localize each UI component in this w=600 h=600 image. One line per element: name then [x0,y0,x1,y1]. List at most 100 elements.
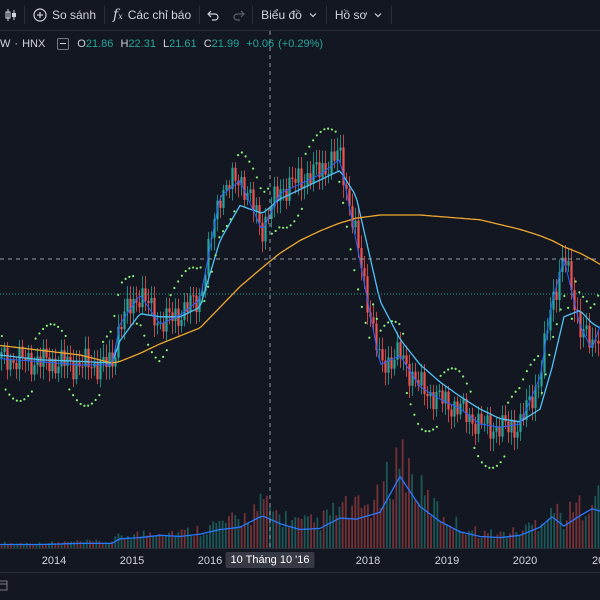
parabolic-sar-dot [563,294,566,298]
candle-body [54,358,57,374]
volume-bar [231,512,234,548]
indicators-button[interactable]: fx Các chỉ báo [105,0,199,31]
candle-body [102,357,105,361]
candle-body [36,356,39,365]
volume-bar [559,512,562,548]
candle-body [27,352,30,361]
parabolic-sar-dot [165,349,168,352]
candle-body [378,349,381,351]
volume-bar [149,532,151,548]
chart-menu-button[interactable]: Biểu đồ [253,0,326,31]
volume-bar [461,532,464,548]
parabolic-sar-dot [158,360,161,363]
volume-bar [57,542,60,548]
volume-bar [423,495,426,548]
parabolic-sar-dot [244,155,247,158]
volume-bar [54,543,57,548]
candle-body [147,300,150,304]
toolbar-divider [199,6,201,24]
time-axis-tick-label: 2014 [41,555,67,567]
volume-bar [379,508,382,548]
candle-body [501,415,504,437]
parabolic-sar-dot [304,152,307,155]
high-key: H [120,38,129,50]
parabolic-sar-dot [465,382,468,385]
volume-bar [486,533,489,548]
volume-bar [319,530,322,548]
volume-bar [218,520,221,548]
candle-body [48,357,51,372]
parabolic-sar-dot [387,321,390,324]
time-axis[interactable]: 202020201920182017201620152014 10 Tháng … [0,548,600,572]
volume-bar [98,540,101,548]
parabolic-sar-dot [23,398,26,401]
volume-bar [275,510,278,548]
parabolic-sar-dot [552,335,555,339]
volume-bar [433,497,436,548]
candle-body [126,298,129,312]
candle-body [21,346,24,358]
parabolic-sar-dot [98,393,101,397]
parabolic-sar-dot [533,358,536,361]
candle-body [555,291,558,300]
candle-body [558,272,561,300]
candle-body [297,168,300,183]
time-axis-tick-label: 2016 [197,555,223,567]
volume-bar [171,531,174,548]
volume-bar [253,504,256,548]
candle-body [279,189,282,201]
candle-body [414,371,417,380]
volume-bar [101,542,104,548]
parabolic-sar-dot [94,398,97,402]
collapse-legend-button[interactable] [57,38,70,50]
volume-bar [594,495,597,548]
parabolic-sar-dot [229,218,232,221]
compare-button[interactable]: So sánh [25,0,104,31]
volume-bar [164,535,167,548]
candle-body [531,396,534,409]
volume-bar [512,527,515,548]
candle-body [489,415,492,439]
volume-bar [322,510,325,548]
parabolic-sar-dot [578,291,581,294]
parabolic-sar-dot [109,330,112,333]
price-chart[interactable] [0,31,600,548]
close-value: 21.99 [211,38,240,50]
parabolic-sar-dot [222,230,225,233]
volume-bar [562,529,565,548]
top-toolbar: So sánh fx Các chỉ báo Biểu đồ Hồ sơ [0,0,600,31]
parabolic-sar-dot [469,390,472,393]
candle-body [198,296,201,313]
volume-bar [502,531,505,548]
candle-body [258,205,261,223]
indicators-label: Các chỉ báo [127,8,192,22]
parabolic-sar-dot [267,187,270,190]
parabolic-sar-dot [559,308,562,311]
volume-bar [509,533,511,548]
volume-bar [259,493,262,548]
candle-body [519,414,522,432]
candle-body [144,288,147,301]
volume-bar [288,527,290,548]
candle-body [492,431,495,439]
time-axis-tick-label: 20 [592,555,600,567]
candle-body [423,372,426,394]
candle-body [435,392,438,410]
profile-menu-button[interactable]: Hồ sơ [327,0,392,31]
calendar-icon[interactable] [0,579,8,591]
parabolic-sar-dot [585,300,588,303]
candle-body [168,308,171,313]
volume-bar [389,498,391,548]
candle-body [336,150,339,161]
parabolic-sar-dot [87,404,90,407]
plus-circle-icon [33,8,47,22]
volume-bar [404,492,407,548]
redo-button[interactable] [226,0,252,31]
candle-style-button[interactable] [0,0,24,31]
candle-body [426,393,429,397]
candle-body [585,325,588,330]
undo-button[interactable] [200,0,226,31]
ohlc-values: O21.86 H22.31 L21.61 C21.99 +0.06 (+0.29%… [77,38,327,50]
parabolic-sar-dot [540,391,543,395]
candle-body [366,276,369,313]
